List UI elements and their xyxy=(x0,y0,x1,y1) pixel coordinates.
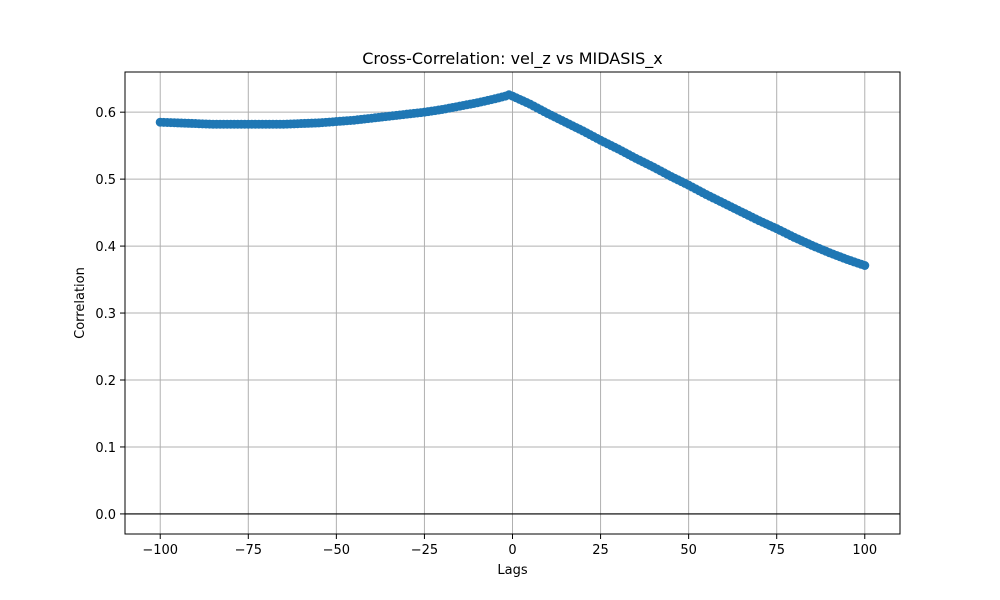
y-axis-label: Correlation xyxy=(73,267,88,339)
chart-title: Cross-Correlation: vel_z vs MIDASIS_x xyxy=(362,49,662,69)
x-tick-label: −25 xyxy=(411,543,438,558)
x-axis-ticks: −100 −75 −50 −25 0 25 50 75 100 xyxy=(142,534,877,558)
data-point xyxy=(860,261,870,271)
y-tick-label: 0.0 xyxy=(95,508,116,523)
x-tick-label: 0 xyxy=(508,543,516,558)
data-series xyxy=(155,90,870,271)
x-tick-label: 100 xyxy=(852,543,877,558)
x-axis-label: Lags xyxy=(497,563,527,578)
y-tick-label: 0.4 xyxy=(95,240,116,255)
x-tick-label: 25 xyxy=(592,543,609,558)
x-tick-label: 50 xyxy=(680,543,697,558)
y-axis-ticks: 0.0 0.1 0.2 0.3 0.4 0.5 0.6 xyxy=(95,106,125,523)
y-tick-label: 0.1 xyxy=(95,441,116,456)
y-tick-label: 0.5 xyxy=(95,173,116,188)
y-tick-label: 0.6 xyxy=(95,106,116,121)
x-tick-label: −100 xyxy=(142,543,178,558)
x-tick-label: 75 xyxy=(768,543,785,558)
y-tick-label: 0.3 xyxy=(95,307,116,322)
x-tick-label: −50 xyxy=(323,543,350,558)
x-tick-label: −75 xyxy=(235,543,262,558)
y-tick-label: 0.2 xyxy=(95,374,116,389)
